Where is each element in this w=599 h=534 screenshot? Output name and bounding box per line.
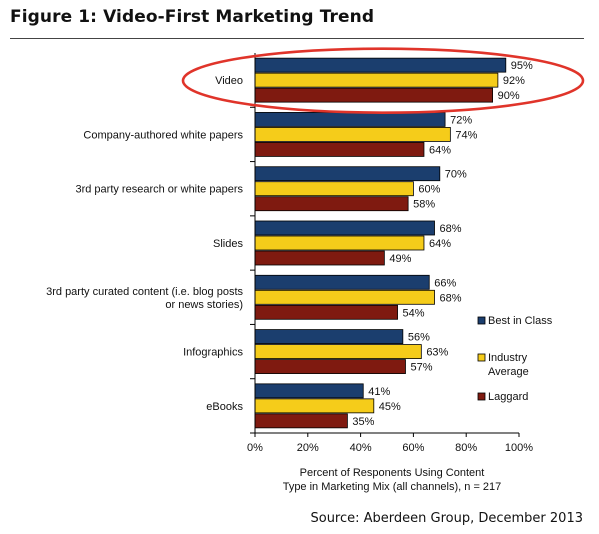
data-label: 63% (426, 347, 448, 359)
data-label: 74% (455, 129, 477, 141)
legend-label: Laggard (488, 391, 528, 403)
bar-best-in-class (254, 57, 507, 73)
data-label: 70% (445, 169, 467, 181)
category-label: Slides (213, 238, 243, 250)
bar-laggard (254, 304, 398, 320)
data-label: 60% (418, 184, 440, 196)
x-tick-label: 20% (297, 442, 319, 454)
x-tick-label: 40% (350, 442, 372, 454)
x-axis-title: Percent of Responents Using Content Type … (283, 467, 502, 493)
x-tick-label: 60% (402, 442, 424, 454)
data-label: 64% (429, 144, 451, 156)
bar-best-in-class (254, 274, 430, 290)
category-label: Video (215, 75, 243, 87)
category-label: eBooks (206, 401, 243, 413)
legend-swatch (477, 353, 486, 362)
category-label: 3rd party research or white papers (75, 184, 243, 196)
data-label: 45% (379, 401, 401, 413)
bar-industry-average (254, 181, 414, 197)
data-label: 56% (408, 332, 430, 344)
bar-best-in-class (254, 166, 441, 182)
bar-laggard (254, 142, 425, 157)
bar-best-in-class (254, 329, 404, 344)
data-label: 95% (511, 60, 533, 72)
legend-swatch (477, 316, 486, 325)
data-label: 90% (498, 90, 520, 102)
data-label: 49% (389, 253, 411, 265)
legend-label: Industry Average (488, 352, 529, 378)
bar-laggard (254, 196, 409, 212)
bar-industry-average (254, 398, 375, 414)
x-tick-label: 80% (455, 442, 477, 454)
bar-best-in-class (254, 112, 446, 127)
data-label: 68% (440, 292, 462, 304)
bar-laggard (254, 250, 385, 266)
x-tick-label: 0% (247, 442, 263, 454)
figure-title: Figure 1: Video-First Marketing Trend (10, 7, 375, 27)
data-label: 58% (413, 199, 435, 211)
bar-laggard (254, 359, 406, 374)
bar-industry-average (254, 344, 422, 359)
bar-industry-average (254, 72, 499, 88)
bar-industry-average (254, 289, 435, 305)
x-tick-label: 100% (505, 442, 533, 454)
legend-swatch (477, 392, 486, 401)
bar-best-in-class (254, 383, 364, 399)
category-label: Company-authored white papers (83, 129, 243, 141)
bar-industry-average (254, 235, 425, 251)
bar-laggard (254, 413, 348, 429)
bar-industry-average (254, 127, 451, 142)
data-label: 35% (352, 416, 374, 428)
category-label: 3rd party curated content (i.e. blog pos… (46, 286, 243, 311)
data-label: 41% (368, 386, 390, 398)
legend-label: Best in Class (488, 315, 553, 327)
data-label: 72% (450, 114, 472, 126)
data-label: 66% (434, 277, 456, 289)
data-label: 57% (410, 362, 432, 374)
category-label: Infographics (183, 347, 243, 359)
data-label: 68% (440, 223, 462, 235)
source-note: Source: Aberdeen Group, December 2013 (310, 511, 583, 526)
highlight-ellipse (181, 47, 585, 114)
data-label: 92% (503, 75, 525, 87)
data-label: 54% (403, 307, 425, 319)
data-label: 64% (429, 238, 451, 250)
bar-laggard (254, 87, 494, 103)
title-divider (10, 38, 584, 39)
bar-best-in-class (254, 220, 435, 236)
